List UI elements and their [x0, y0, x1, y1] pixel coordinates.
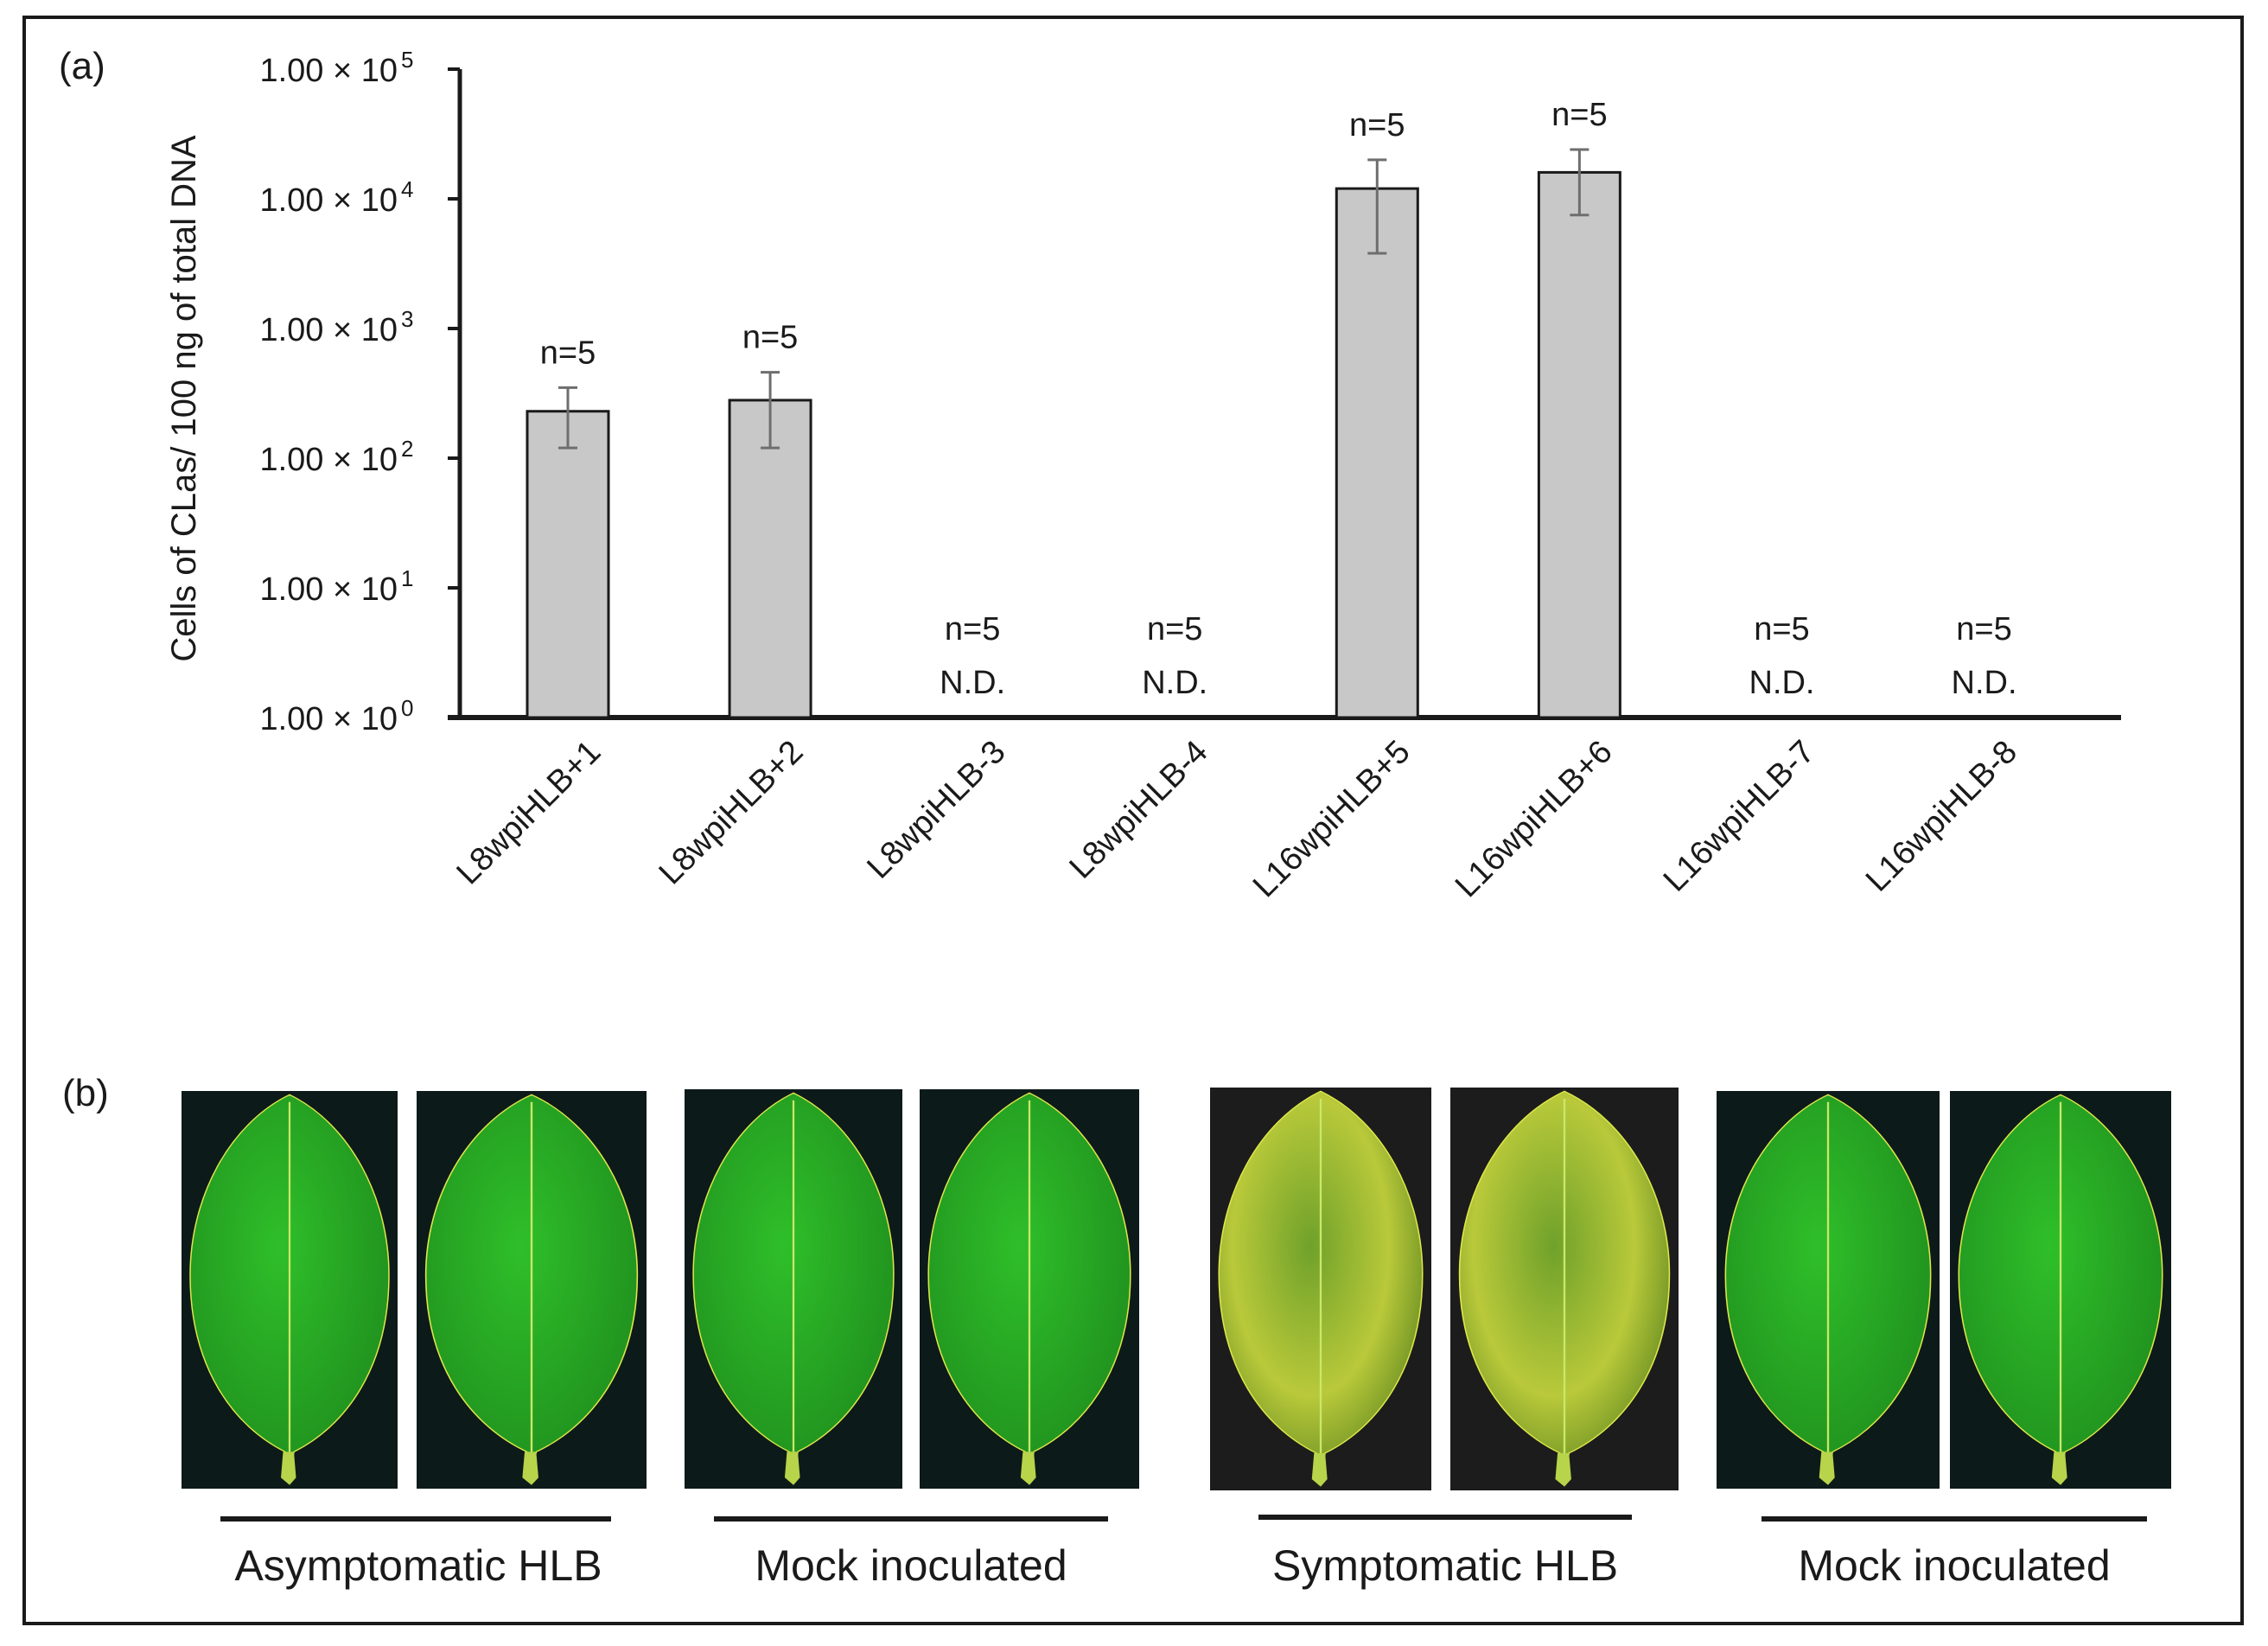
bar	[526, 410, 610, 719]
y-tick-label: 1.00 × 10	[259, 442, 398, 478]
y-tick-label: 1.00 × 10	[259, 182, 398, 219]
group-caption: Mock inoculated	[755, 1541, 1067, 1590]
n-label: n=5	[1754, 611, 1809, 648]
n-label: n=5	[1349, 107, 1405, 144]
leaf-photo	[417, 1091, 647, 1489]
n-label: n=5	[1956, 611, 2011, 648]
group-underline	[220, 1516, 611, 1522]
panel-a-label: (a)	[59, 45, 105, 87]
leaf-photo	[182, 1091, 398, 1489]
y-tick-exponent: 4	[401, 176, 413, 202]
y-tick-exponent: 0	[401, 695, 413, 721]
leaf-photo	[685, 1089, 902, 1489]
n-label: n=5	[1147, 611, 1202, 648]
group-caption: Asymptomatic HLB	[234, 1541, 602, 1590]
nd-label: N.D.	[1142, 665, 1207, 701]
bar	[1335, 187, 1419, 719]
n-label: n=5	[1551, 97, 1607, 133]
figure-frame: (a) (b) Cells of CLas/ 100 ng of total D…	[22, 16, 2244, 1625]
leaf-photo	[1950, 1091, 2171, 1489]
category-label: L16wpiHLB+6	[1449, 734, 1620, 905]
y-tick-exponent: 2	[401, 436, 413, 462]
group-underline	[714, 1516, 1108, 1522]
bar	[728, 399, 812, 719]
y-tick-label: 1.00 × 10	[259, 312, 398, 348]
group-caption: Mock inoculated	[1798, 1541, 2111, 1590]
group-underline	[1762, 1516, 2147, 1522]
category-label: L16wpiHLB-7	[1657, 734, 1822, 899]
panel-b-label: (b)	[62, 1072, 109, 1114]
category-label: L16wpiHLB+5	[1246, 734, 1418, 905]
category-label: L8wpiHLB-4	[1063, 734, 1215, 886]
leaf-photo	[1717, 1091, 1940, 1489]
bar	[1537, 170, 1621, 719]
bar-chart: Cells of CLas/ 100 ng of total DNA 1.00 ×…	[165, 47, 2121, 905]
group-underline	[1258, 1515, 1632, 1520]
y-tick-label: 1.00 × 10	[259, 53, 398, 89]
category-label: L8wpiHLB+1	[450, 734, 608, 892]
y-tick-exponent: 1	[401, 565, 413, 591]
leaf-photo	[920, 1089, 1139, 1489]
y-tick-label: 1.00 × 10	[259, 571, 398, 608]
y-tick-exponent: 3	[401, 306, 413, 332]
group-caption: Symptomatic HLB	[1271, 1541, 1619, 1590]
category-label: L8wpiHLB-3	[860, 734, 1012, 886]
y-axis-label: Cells of CLas/ 100 ng of total DNA	[165, 135, 203, 662]
y-tick-exponent: 5	[401, 47, 413, 73]
category-label: L16wpiHLB-8	[1859, 734, 2024, 899]
leaf-photo	[1210, 1088, 1431, 1490]
n-label: n=5	[540, 335, 596, 371]
category-label: L8wpiHLB+2	[653, 734, 811, 892]
nd-label: N.D.	[1749, 665, 1814, 701]
nd-label: N.D.	[1952, 665, 2017, 701]
leaf-photo	[1450, 1088, 1679, 1490]
n-label: n=5	[742, 320, 798, 356]
nd-label: N.D.	[940, 665, 1005, 701]
n-label: n=5	[945, 611, 1000, 648]
y-tick-label: 1.00 × 10	[259, 701, 398, 737]
